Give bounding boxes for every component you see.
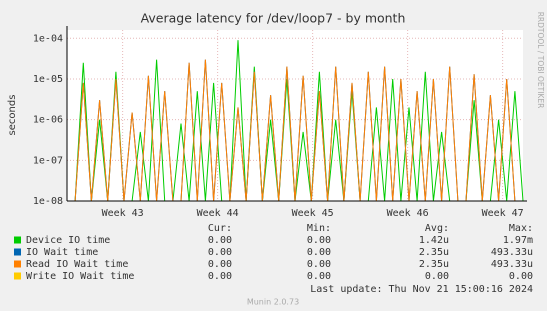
legend-stat: 493.33u bbox=[491, 259, 533, 270]
legend-header: Cur: bbox=[208, 223, 232, 234]
side-label: RRDTOOL / TOBI OETIKER bbox=[536, 12, 545, 109]
y-tick-label: 1e-06 bbox=[33, 115, 63, 126]
legend-stat: 0.00 bbox=[307, 247, 331, 258]
legend-header: Avg: bbox=[425, 223, 449, 234]
legend-stat: 2.35u bbox=[419, 259, 449, 270]
x-tick-label: Week 47 bbox=[482, 208, 524, 219]
legend-header: Max: bbox=[509, 223, 533, 234]
legend-stat: 0.00 bbox=[208, 271, 232, 282]
legend-stat: 0.00 bbox=[509, 271, 533, 282]
y-tick-label: 1e-04 bbox=[33, 33, 63, 44]
legend-stat: 0.00 bbox=[208, 235, 232, 246]
last-update: Last update: Thu Nov 21 15:00:16 2024 bbox=[310, 284, 533, 295]
x-tick-label: Week 44 bbox=[197, 208, 239, 219]
legend-stat: 1.97m bbox=[503, 235, 533, 246]
y-tick-label: 1e-07 bbox=[33, 155, 63, 166]
legend-label: Read IO Wait time bbox=[26, 259, 128, 270]
series-line bbox=[74, 59, 523, 202]
x-tick-label: Week 45 bbox=[292, 208, 334, 219]
y-tick-label: 1e-05 bbox=[33, 74, 63, 85]
legend-swatch bbox=[14, 248, 21, 256]
legend-stat: 0.00 bbox=[208, 247, 232, 258]
legend-stat: 0.00 bbox=[425, 271, 449, 282]
legend-stat: 1.42u bbox=[419, 235, 449, 246]
legend-stat: 0.00 bbox=[208, 259, 232, 270]
legend-label: Write IO Wait time bbox=[26, 271, 134, 282]
legend-stat: 0.00 bbox=[307, 235, 331, 246]
y-tick-label: 1e-08 bbox=[33, 196, 63, 207]
generator: Munin 2.0.73 bbox=[247, 298, 299, 307]
legend-label: Device IO time bbox=[26, 235, 110, 246]
series-line bbox=[74, 40, 524, 202]
legend-header: Min: bbox=[307, 223, 331, 234]
x-tick-label: Week 46 bbox=[387, 208, 429, 219]
chart-title: Average latency for /dev/loop7 - by mont… bbox=[141, 11, 406, 26]
x-tick-label: Week 43 bbox=[102, 208, 144, 219]
legend-stat: 2.35u bbox=[419, 247, 449, 258]
legend-stat: 0.00 bbox=[307, 259, 331, 270]
legend-swatch bbox=[14, 236, 21, 244]
legend-stat: 0.00 bbox=[307, 271, 331, 282]
legend-swatch bbox=[14, 260, 21, 268]
legend-label: IO Wait time bbox=[26, 247, 98, 258]
legend-stat: 493.33u bbox=[491, 247, 533, 258]
legend-swatch bbox=[14, 272, 21, 280]
y-axis-label: seconds bbox=[7, 95, 18, 136]
